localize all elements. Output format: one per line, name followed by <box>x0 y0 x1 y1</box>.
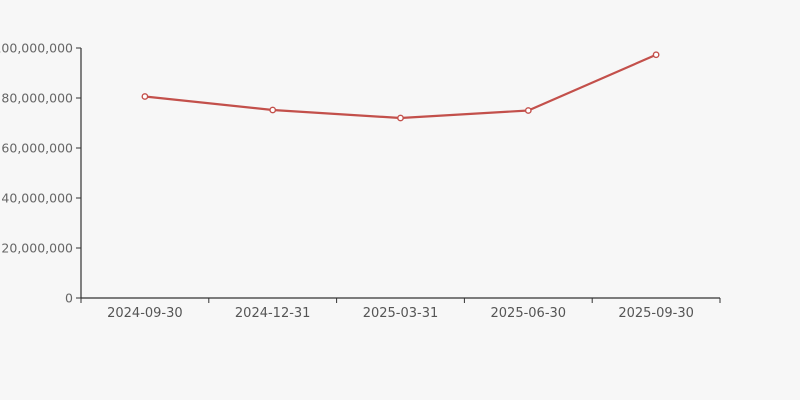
data-point-marker[interactable] <box>524 107 532 114</box>
data-point-marker[interactable] <box>397 114 404 122</box>
y-axis-tick-label: 40,000,000 <box>1 191 73 206</box>
x-axis-category-label: 2025-09-30 <box>618 306 694 321</box>
y-axis-tick-label: 20,000,000 <box>1 241 73 256</box>
data-point-marker[interactable] <box>652 51 660 59</box>
x-axis-category-label: 2024-09-30 <box>107 306 183 321</box>
y-axis-tick-label: 100,000,000 <box>0 41 73 56</box>
y-axis-tick-label: 0 <box>65 291 73 306</box>
data-point-marker[interactable] <box>269 106 277 114</box>
x-axis-category-label: 2025-03-31 <box>363 306 439 321</box>
data-point-marker[interactable] <box>141 93 149 100</box>
x-axis-category-label: 2025-06-30 <box>491 306 567 321</box>
x-axis-category-label: 2024-12-31 <box>235 306 311 321</box>
y-axis-tick-label: 80,000,000 <box>1 91 73 106</box>
y-axis-tick-label: 60,000,000 <box>1 141 73 156</box>
